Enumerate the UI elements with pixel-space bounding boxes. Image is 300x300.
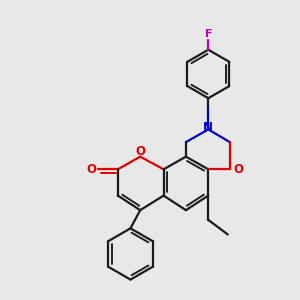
Text: F: F [205, 29, 212, 39]
Text: N: N [202, 121, 212, 134]
Text: O: O [86, 163, 97, 176]
Text: O: O [233, 163, 243, 176]
Text: O: O [135, 145, 145, 158]
